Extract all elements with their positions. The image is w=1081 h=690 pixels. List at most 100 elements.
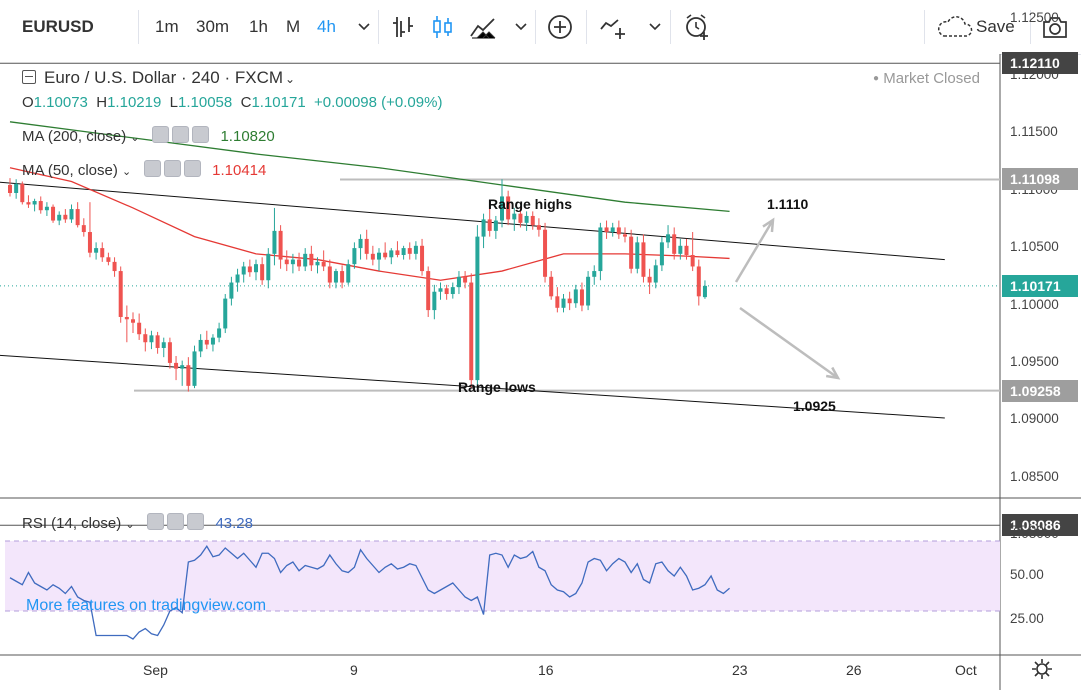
candle-style-icon[interactable] — [428, 12, 458, 42]
channel-upper-line — [0, 181, 945, 261]
candle-body — [487, 219, 492, 231]
camera-icon[interactable] — [1040, 12, 1070, 42]
chevron-down-icon[interactable]: ⌄ — [130, 132, 140, 144]
candle — [210, 334, 215, 352]
candle-body — [469, 282, 474, 381]
candle-body — [383, 252, 388, 258]
interval-1m-button[interactable]: 1m — [155, 17, 179, 36]
candle — [87, 202, 92, 258]
candle-body — [364, 238, 369, 254]
candle-body — [309, 253, 314, 266]
toolbar-divider — [535, 10, 536, 44]
candle-body — [87, 232, 92, 253]
arrow-shaft — [739, 306, 839, 380]
arrow-head — [825, 366, 841, 380]
chevron-down-icon[interactable]: ⌄ — [122, 166, 132, 178]
chevron-down-icon[interactable] — [349, 12, 379, 42]
remove-icon[interactable] — [192, 126, 210, 143]
price-tag: 1.08086 — [1002, 514, 1078, 537]
symbol-label[interactable]: EURUSD — [22, 17, 94, 36]
candle — [604, 220, 609, 239]
chevron-down-icon[interactable]: ⌄ — [285, 72, 296, 86]
visibility-icon[interactable] — [152, 126, 170, 143]
save-button[interactable]: Save — [976, 17, 1015, 36]
interval-30m-button[interactable]: 30m — [196, 17, 230, 36]
candle — [702, 280, 707, 299]
candle — [364, 229, 369, 260]
rsi-legend[interactable]: RSI (14, close) ⌄ 43.28 — [22, 513, 253, 532]
settings-icon[interactable] — [167, 513, 185, 530]
candle-body — [131, 319, 135, 323]
remove-icon[interactable] — [183, 160, 201, 177]
arrow-up — [734, 217, 775, 283]
price-tick-label: 1.09500 — [1010, 353, 1059, 369]
candle — [401, 245, 406, 260]
interval-1h-button[interactable]: 1h — [249, 17, 268, 36]
candle-body — [210, 337, 215, 345]
candle-body — [223, 298, 228, 329]
candle-body — [543, 229, 548, 277]
ma50-legend[interactable]: MA (50, close) ⌄ 1.10414 — [22, 160, 266, 179]
candle — [684, 238, 689, 260]
candle — [217, 322, 222, 343]
rsi-series-line — [9, 545, 730, 640]
candle-body — [401, 248, 406, 255]
chevron-down-icon[interactable] — [640, 12, 670, 42]
close-value: 1.10171 — [251, 94, 306, 111]
candle-body — [63, 214, 68, 220]
candle-body — [573, 289, 578, 304]
interval-month-button[interactable]: M — [286, 17, 301, 36]
candle — [309, 245, 314, 272]
candle — [100, 242, 105, 262]
candle-body — [217, 328, 222, 338]
trend-channel — [0, 181, 945, 419]
price-tick-label: 1.08500 — [1010, 468, 1059, 484]
candle — [321, 250, 326, 272]
cloud-save-icon[interactable] — [936, 12, 974, 42]
remove-icon[interactable] — [187, 513, 205, 530]
chart-canvas[interactable] — [0, 54, 1081, 690]
candle — [536, 218, 541, 237]
candle — [254, 259, 258, 281]
candle-body — [290, 259, 295, 265]
bar-style-icon[interactable] — [388, 12, 418, 42]
visibility-icon[interactable] — [143, 160, 161, 177]
candle-body — [100, 248, 105, 258]
candle-body — [14, 183, 19, 193]
toolbar-divider — [378, 10, 379, 44]
compare-add-icon[interactable] — [545, 12, 575, 42]
settings-icon[interactable] — [172, 126, 190, 143]
settings-icon[interactable] — [1030, 657, 1054, 681]
chevron-down-icon[interactable] — [506, 12, 536, 42]
candle-body — [450, 287, 455, 295]
candle — [500, 179, 504, 228]
alert-icon[interactable] — [682, 12, 712, 42]
time-tick-label: Sep — [143, 662, 168, 678]
chevron-down-icon[interactable]: ⌄ — [125, 519, 135, 531]
candle — [647, 268, 652, 295]
candle-body — [684, 245, 689, 255]
ma200-legend[interactable]: MA (200, close) ⌄ 1.10820 — [22, 126, 275, 145]
price-tick-label: 1.11500 — [1010, 124, 1058, 140]
candle — [524, 211, 529, 231]
candle — [659, 236, 664, 272]
collapse-icon[interactable] — [22, 70, 36, 84]
indicators-icon[interactable] — [468, 12, 498, 42]
drawing-tool-icon[interactable] — [598, 12, 628, 42]
settings-icon[interactable] — [163, 160, 181, 177]
candle-body — [297, 259, 302, 267]
range-lows-label: Range lows — [458, 379, 536, 395]
visibility-icon[interactable] — [147, 513, 165, 530]
candle-body — [204, 339, 209, 345]
candle-body — [426, 271, 431, 311]
rsi-band — [5, 541, 1000, 611]
toolbar-divider — [1030, 10, 1031, 44]
candle-body — [413, 245, 418, 254]
watermark-link[interactable]: More features on tradingview.com — [26, 597, 267, 614]
time-tick-label: Oct — [955, 662, 977, 678]
toolbar-divider — [924, 10, 925, 44]
range-highs-label: Range highs — [488, 196, 573, 212]
candle — [395, 241, 400, 258]
interval-4h-button[interactable]: 4h — [317, 17, 336, 36]
low-value: 1.10058 — [178, 94, 233, 111]
